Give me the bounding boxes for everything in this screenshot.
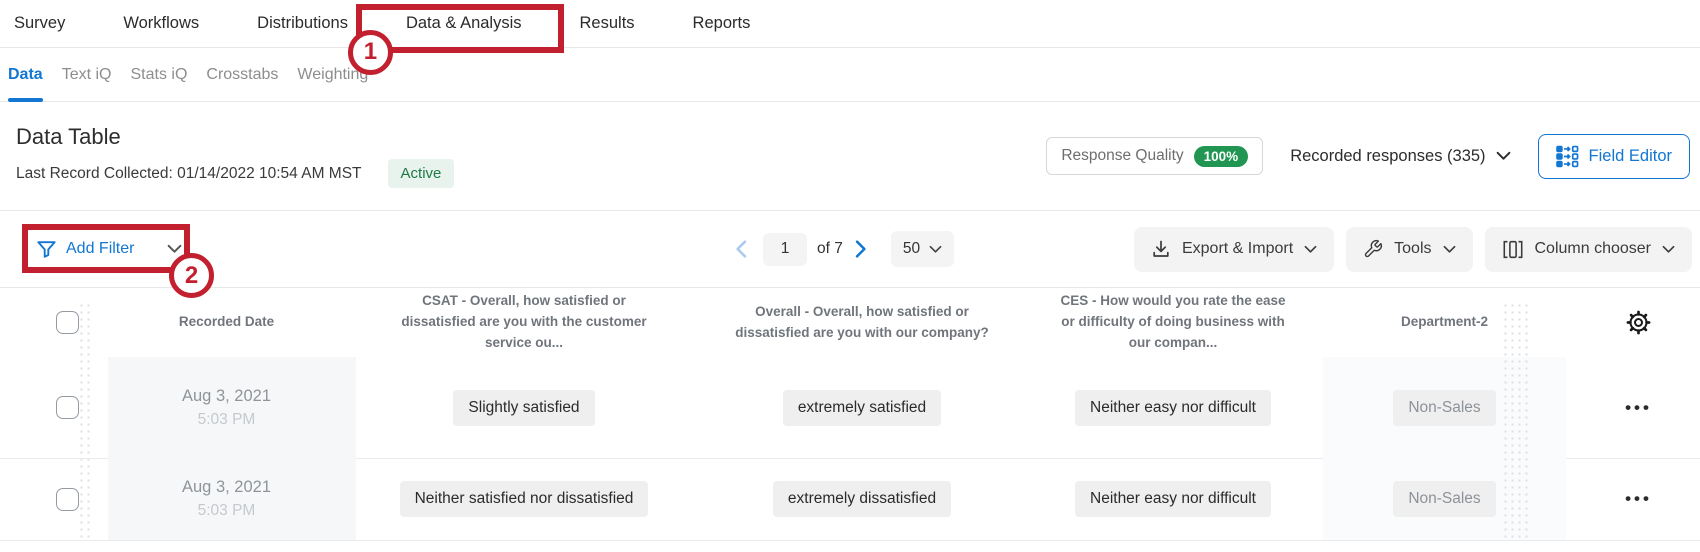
responses-table: Recorded Date CSAT - Overall, how satisf… [0, 288, 1700, 541]
csat-answer[interactable]: Slightly satisfied [453, 389, 595, 426]
top-nav: Survey Workflows Distributions Data & An… [0, 0, 1700, 75]
row-divider [0, 458, 108, 459]
department-value[interactable]: Non-Sales [1393, 389, 1496, 426]
csat-answer[interactable]: Neither satisfied nor dissatisfied [399, 481, 649, 517]
download-icon [1151, 239, 1171, 259]
column-chooser-button[interactable]: Column chooser [1484, 226, 1692, 272]
columns-icon [1502, 240, 1524, 259]
row-divider [356, 458, 1323, 459]
column-header-ces[interactable]: CES - How would you rate the ease or dif… [1060, 293, 1286, 350]
table-row: Aug 3, 2021 5:03 PM Slightly satisfied e… [0, 357, 1700, 458]
row-time: 5:03 PM [197, 410, 256, 428]
subtab-data[interactable]: Data [8, 48, 43, 102]
recorded-date-cell: Aug 3, 2021 5:03 PM [95, 478, 358, 520]
page-title: Data Table [16, 124, 121, 149]
row-actions-menu[interactable]: ••• [1625, 489, 1652, 508]
subtab-crosstabs[interactable]: Crosstabs [206, 65, 279, 83]
row-checkbox[interactable] [56, 487, 79, 511]
sub-nav: Data Text iQ Stats iQ Crosstabs Weightin… [0, 48, 1700, 102]
overall-answer[interactable]: extremely dissatisfied [772, 481, 952, 517]
ces-answer[interactable]: Neither easy nor difficult [1075, 481, 1271, 517]
recorded-responses-label: Recorded responses (335) [1290, 146, 1486, 165]
status-badge: Active [387, 159, 455, 188]
recorded-date-cell: Aug 3, 2021 5:03 PM [95, 387, 358, 429]
tab-data-analysis[interactable]: Data & Analysis 1 [347, 0, 564, 75]
department-value[interactable]: Non-Sales [1393, 481, 1496, 517]
table-toolbar: Add Filter 2 1 of 7 50 [0, 210, 1700, 298]
gear-icon [1625, 309, 1652, 336]
page-size-dropdown[interactable]: 50 [890, 231, 955, 267]
row-date: Aug 3, 2021 [182, 478, 271, 496]
tab-results[interactable]: Results [579, 14, 635, 32]
row-time: 5:03 PM [197, 502, 256, 519]
export-import-label: Export & Import [1181, 240, 1294, 257]
next-page-icon[interactable] [855, 240, 867, 258]
subtab-text-iq[interactable]: Text iQ [61, 65, 112, 83]
table-bottom-divider [0, 540, 1700, 541]
row-date: Aug 3, 2021 [182, 386, 271, 405]
table-body: Aug 3, 2021 5:03 PM Slightly satisfied e… [0, 302, 1700, 541]
tab-distributions[interactable]: Distributions [257, 14, 348, 32]
subtab-weighting[interactable]: Weighting [297, 65, 369, 83]
row-actions-menu[interactable]: ••• [1625, 397, 1652, 417]
tools-label: Tools [1394, 240, 1432, 257]
tools-button[interactable]: Tools [1346, 226, 1473, 272]
field-editor-button[interactable]: Field Editor [1537, 133, 1690, 179]
wrench-icon [1363, 239, 1383, 259]
column-chooser-label: Column chooser [1534, 240, 1652, 257]
select-all-checkbox[interactable] [56, 311, 79, 334]
response-quality-label: Response Quality [1061, 147, 1184, 164]
tab-data-analysis-label: Data & Analysis [405, 14, 522, 32]
subtab-stats-iq[interactable]: Stats iQ [130, 65, 188, 83]
table-settings-button[interactable] [1625, 309, 1652, 336]
date-column-background [108, 357, 356, 540]
tab-survey[interactable]: Survey [14, 14, 66, 32]
chevron-down-icon[interactable] [167, 244, 182, 254]
response-quality-button[interactable]: Response Quality 100% [1046, 137, 1264, 175]
row-divider [1566, 458, 1700, 459]
export-import-button[interactable]: Export & Import [1133, 226, 1335, 272]
page-header: Data Table Last Record Collected: 01/14/… [0, 102, 1700, 210]
response-quality-value: 100% [1193, 145, 1249, 167]
add-filter-button[interactable]: Add Filter [36, 239, 182, 260]
row-checkbox[interactable] [56, 396, 79, 419]
field-editor-label: Field Editor [1588, 146, 1672, 165]
pagination: 1 of 7 50 [735, 211, 955, 287]
field-editor-icon [1555, 145, 1579, 168]
add-filter-label: Add Filter [66, 240, 135, 257]
column-header-csat[interactable]: CSAT - Overall, how satisfied or dissati… [401, 293, 647, 350]
column-header-overall[interactable]: Overall - Overall, how satisfied or diss… [735, 303, 989, 340]
recorded-responses-dropdown[interactable]: Recorded responses (335) [1290, 147, 1510, 166]
column-drag-dots-right [1502, 302, 1528, 540]
table-header-row: Recorded Date CSAT - Overall, how satisf… [0, 288, 1700, 357]
column-header-department[interactable]: Department-2 [1400, 314, 1489, 330]
current-page-input[interactable]: 1 [763, 232, 807, 266]
page-count-label: of 7 [817, 240, 843, 257]
column-drag-dots-left [78, 302, 92, 540]
column-header-recorded-date[interactable]: Recorded Date [178, 314, 275, 330]
overall-answer[interactable]: extremely satisfied [782, 389, 942, 426]
previous-page-icon[interactable] [735, 240, 747, 258]
ces-answer[interactable]: Neither easy nor difficult [1075, 389, 1271, 426]
tab-workflows[interactable]: Workflows [123, 14, 200, 32]
toolbar-right-actions: Export & Import Tools [1133, 226, 1692, 272]
filter-funnel-icon [36, 239, 57, 260]
tab-reports[interactable]: Reports [692, 14, 751, 32]
chevron-down-icon [1496, 151, 1511, 161]
table-row: Aug 3, 2021 5:03 PM Neither satisfied no… [0, 458, 1700, 540]
page-size-value: 50 [902, 240, 921, 257]
last-record-collected: Last Record Collected: 01/14/2022 10:54 … [16, 164, 362, 182]
